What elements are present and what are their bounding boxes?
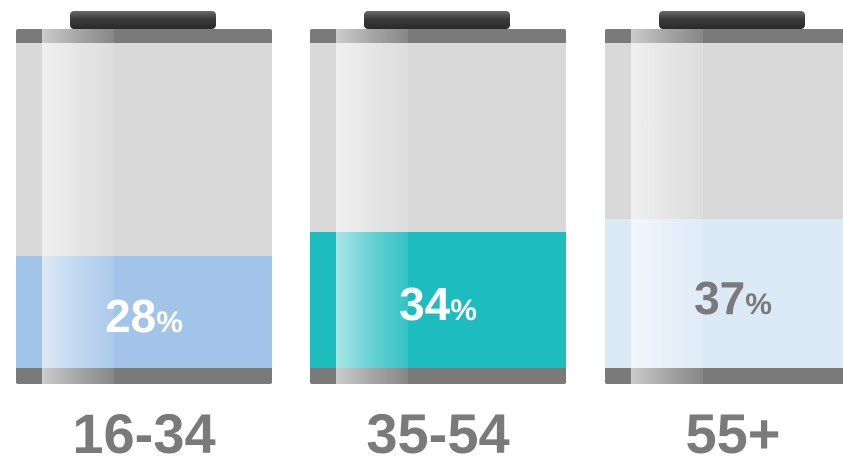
battery-rim-bottom <box>605 368 843 384</box>
value-number: 37 <box>694 272 746 324</box>
battery-cap <box>659 11 805 29</box>
battery-rim-bottom <box>310 368 566 384</box>
battery-bar: 28% 16-34 <box>16 0 272 465</box>
value-label: 34% <box>310 281 566 327</box>
battery-rim-top <box>605 29 843 43</box>
category-label: 55+ <box>685 402 781 465</box>
category-label: 16-34 <box>72 402 216 465</box>
value-label: 37% <box>605 275 843 321</box>
value-number: 34 <box>399 278 451 330</box>
value-unit: % <box>745 288 772 321</box>
battery-bar: 34% 35-54 <box>310 0 566 465</box>
value-number: 28 <box>105 290 157 342</box>
value-unit: % <box>156 306 183 339</box>
category-label: 35-54 <box>366 402 510 465</box>
battery-rim-top <box>310 29 566 43</box>
battery-cap <box>364 11 510 29</box>
battery-rim-bottom <box>16 368 272 384</box>
battery-rim-top <box>16 29 272 43</box>
value-label: 28% <box>16 293 272 339</box>
battery-bar: 37% 55+ <box>605 0 843 465</box>
battery-cap <box>70 11 216 29</box>
value-unit: % <box>450 294 477 327</box>
